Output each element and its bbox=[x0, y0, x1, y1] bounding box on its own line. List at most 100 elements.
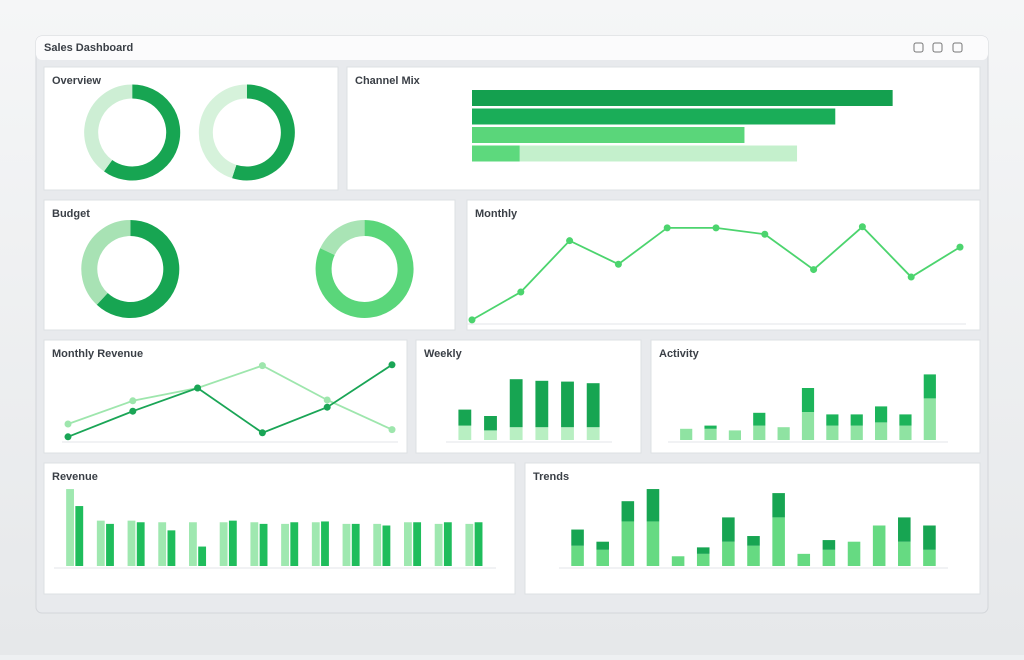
bar bbox=[571, 529, 584, 546]
bar bbox=[822, 540, 836, 550]
point bbox=[663, 224, 671, 232]
bar bbox=[671, 556, 685, 566]
donut-segment bbox=[96, 220, 180, 318]
panel bbox=[43, 339, 408, 454]
point bbox=[323, 403, 331, 411]
bar bbox=[826, 425, 839, 440]
window-title: Sales Dashboard bbox=[44, 42, 133, 54]
donut-segment bbox=[198, 84, 248, 179]
bar bbox=[351, 523, 360, 566]
point bbox=[129, 407, 137, 415]
bar bbox=[923, 398, 936, 440]
bar bbox=[899, 414, 912, 426]
bar bbox=[899, 425, 912, 440]
panel bbox=[415, 339, 642, 454]
panel-title: Weekly bbox=[424, 348, 463, 360]
bar bbox=[923, 549, 936, 566]
panel-title: Monthly Revenue bbox=[52, 348, 143, 360]
bar bbox=[722, 517, 735, 542]
point bbox=[64, 420, 72, 428]
point bbox=[258, 429, 266, 437]
bar bbox=[696, 547, 710, 554]
point bbox=[712, 224, 720, 232]
point bbox=[468, 316, 476, 324]
bar bbox=[722, 541, 735, 566]
point bbox=[194, 384, 202, 392]
bar bbox=[596, 549, 609, 566]
bar bbox=[646, 489, 660, 522]
bar bbox=[373, 523, 382, 566]
panel-title: Overview bbox=[52, 75, 101, 87]
line bbox=[67, 364, 393, 438]
donut-segment bbox=[81, 220, 131, 305]
point bbox=[129, 397, 137, 405]
bar bbox=[443, 522, 452, 566]
panel bbox=[466, 199, 981, 331]
bar bbox=[753, 412, 766, 426]
point bbox=[956, 243, 964, 251]
icon[interactable] bbox=[952, 42, 963, 53]
bar bbox=[586, 383, 600, 428]
bar bbox=[465, 523, 474, 566]
bar bbox=[382, 525, 391, 566]
bar bbox=[198, 546, 207, 566]
bar bbox=[561, 381, 574, 428]
bar bbox=[646, 521, 660, 566]
bar bbox=[704, 425, 717, 429]
bar bbox=[404, 522, 412, 566]
icon[interactable] bbox=[932, 42, 943, 53]
bar bbox=[772, 517, 785, 566]
bar bbox=[923, 374, 936, 399]
bar bbox=[586, 427, 600, 440]
bar bbox=[728, 430, 741, 440]
bar bbox=[219, 522, 228, 566]
bar bbox=[509, 379, 523, 428]
donut-segment bbox=[320, 220, 366, 256]
bar bbox=[850, 425, 863, 440]
bar bbox=[777, 427, 790, 440]
panel-title: Monthly bbox=[475, 208, 518, 220]
bar bbox=[290, 522, 299, 566]
donut-segment bbox=[84, 84, 133, 172]
icon[interactable] bbox=[913, 42, 924, 53]
bar bbox=[458, 409, 472, 426]
bar bbox=[321, 521, 329, 566]
bar bbox=[826, 414, 839, 426]
bar bbox=[801, 388, 815, 412]
donut-segment bbox=[104, 84, 181, 181]
bar bbox=[458, 425, 472, 440]
bar bbox=[923, 525, 936, 550]
bar bbox=[311, 522, 320, 566]
bar bbox=[875, 406, 888, 423]
bar bbox=[797, 553, 811, 566]
bar bbox=[472, 127, 745, 143]
panel-title: Activity bbox=[659, 348, 700, 360]
bar bbox=[259, 523, 268, 566]
bar bbox=[484, 416, 497, 431]
bar bbox=[228, 520, 237, 566]
bar bbox=[621, 501, 635, 522]
bar bbox=[158, 522, 167, 566]
bar bbox=[413, 522, 422, 566]
bar bbox=[127, 520, 136, 566]
point bbox=[907, 273, 915, 281]
bar bbox=[822, 549, 836, 566]
bar bbox=[96, 520, 105, 566]
point bbox=[810, 266, 818, 274]
panel-title: Trends bbox=[533, 471, 569, 483]
title-bar bbox=[36, 36, 988, 60]
point bbox=[258, 362, 266, 370]
point bbox=[517, 288, 525, 296]
point bbox=[614, 260, 622, 268]
bar bbox=[875, 422, 888, 440]
bar bbox=[850, 414, 863, 426]
bar bbox=[66, 489, 74, 566]
bar bbox=[472, 90, 893, 106]
bar bbox=[484, 430, 497, 440]
donut-segment bbox=[315, 220, 414, 318]
bar bbox=[898, 517, 911, 542]
point bbox=[388, 426, 396, 434]
bar bbox=[434, 523, 443, 566]
bar bbox=[509, 427, 523, 440]
point bbox=[761, 230, 769, 238]
